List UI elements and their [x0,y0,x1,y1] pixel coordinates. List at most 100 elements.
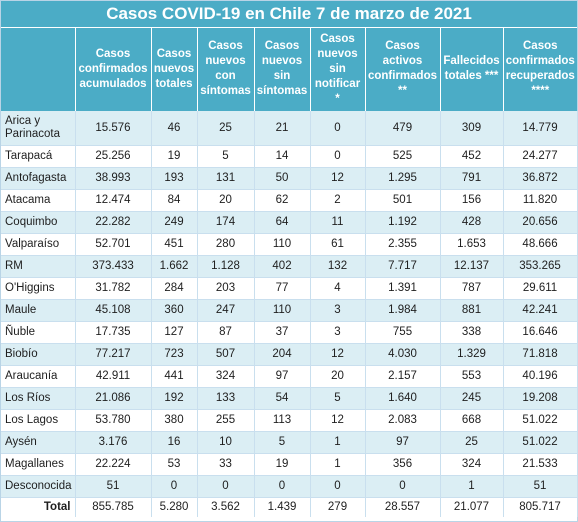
cell-new-with-symptoms: 255 [197,409,255,432]
cell-confirmed-cumulative: 373.433 [75,255,152,278]
cell-new-unreported: 3 [310,321,366,344]
cell-new-with-symptoms: 25 [197,111,255,146]
total-row: Total 855.785 5.280 3.562 1.439 279 28.557 21.0… [1,497,578,517]
cell-new-with-symptoms: 280 [197,233,255,256]
cell-recovered: 48.666 [503,233,578,256]
cell-new-unreported: 12 [310,167,366,190]
cell-new-with-symptoms: 20 [197,189,255,212]
total-new-total: 5.280 [151,497,198,517]
cell-new-total: 16 [151,431,198,454]
cell-active-confirmed: 2.355 [365,233,441,256]
cell-active-confirmed: 1.391 [365,277,441,300]
table-row: Antofagasta 38.993 193 131 50 12 1.295 791 36.87… [1,167,578,190]
cell-new-with-symptoms: 5 [197,145,255,168]
cell-confirmed-cumulative: 17.735 [75,321,152,344]
table-row: Desconocida 51 0 0 0 0 0 1 51 [1,475,578,498]
cell-confirmed-cumulative: 45.108 [75,299,152,322]
cell-new-with-symptoms: 87 [197,321,255,344]
cell-confirmed-cumulative: 21.086 [75,387,152,410]
header-new-without-symptoms: Casos nuevos sin síntomas [254,27,311,111]
cell-recovered: 51.022 [503,409,578,432]
cell-new-unreported: 12 [310,343,366,366]
cell-new-with-symptoms: 324 [197,365,255,388]
cell-recovered: 42.241 [503,299,578,322]
cell-recovered: 16.646 [503,321,578,344]
total-new-without-symptoms: 1.439 [254,497,311,517]
cell-deaths-total: 787 [440,277,504,300]
cell-deaths-total: 881 [440,299,504,322]
cell-confirmed-cumulative: 42.911 [75,365,152,388]
cell-region: Arica y Parinacota [1,111,76,146]
cell-new-total: 451 [151,233,198,256]
cell-new-with-symptoms: 0 [197,475,255,498]
table-row: Biobío 77.217 723 507 204 12 4.030 1.329 71.818 [1,343,578,366]
cell-new-unreported: 11 [310,211,366,234]
cell-recovered: 20.656 [503,211,578,234]
table-row: Los Ríos 21.086 192 133 54 5 1.640 245 19.208 [1,387,578,410]
cell-new-without-symptoms: 204 [254,343,311,366]
total-new-unreported: 279 [310,497,366,517]
cell-confirmed-cumulative: 53.780 [75,409,152,432]
cell-recovered: 51 [503,475,578,498]
cell-new-with-symptoms: 133 [197,387,255,410]
cell-new-unreported: 5 [310,387,366,410]
cell-new-total: 53 [151,453,198,476]
cell-new-total: 127 [151,321,198,344]
cell-active-confirmed: 755 [365,321,441,344]
table-row: Magallanes 22.224 53 33 19 1 356 324 21.533 [1,453,578,476]
header-active-confirmed: Casos activos confirmados ** [365,27,441,111]
cell-confirmed-cumulative: 31.782 [75,277,152,300]
table-row: Los Lagos 53.780 380 255 113 12 2.083 668 51.022 [1,409,578,432]
cell-new-total: 380 [151,409,198,432]
cell-new-without-symptoms: 19 [254,453,311,476]
total-recovered: 805.717 [503,497,578,517]
cell-new-without-symptoms: 14 [254,145,311,168]
cell-region: Valparaíso [1,233,76,256]
cell-new-unreported: 3 [310,299,366,322]
table-row: Tarapacá 25.256 19 5 14 0 525 452 24.277 [1,145,578,168]
cell-new-with-symptoms: 247 [197,299,255,322]
header-new-total: Casos nuevos totales [151,27,198,111]
table-row: Atacama 12.474 84 20 62 2 501 156 11.820 [1,189,578,212]
cell-confirmed-cumulative: 77.217 [75,343,152,366]
cell-region: Biobío [1,343,76,366]
cell-active-confirmed: 7.717 [365,255,441,278]
cell-new-without-symptoms: 37 [254,321,311,344]
cell-new-total: 360 [151,299,198,322]
cell-active-confirmed: 479 [365,111,441,146]
cell-new-without-symptoms: 402 [254,255,311,278]
cell-new-without-symptoms: 97 [254,365,311,388]
table-title: Casos COVID-19 en Chile 7 de marzo de 20… [1,1,578,28]
cell-region: Araucanía [1,365,76,388]
cell-new-without-symptoms: 62 [254,189,311,212]
cell-active-confirmed: 1.984 [365,299,441,322]
cell-deaths-total: 668 [440,409,504,432]
cell-confirmed-cumulative: 52.701 [75,233,152,256]
cell-new-with-symptoms: 507 [197,343,255,366]
cell-new-with-symptoms: 203 [197,277,255,300]
table-row: Araucanía 42.911 441 324 97 20 2.157 553 40.196 [1,365,578,388]
cell-new-total: 1.662 [151,255,198,278]
table-row: RM 373.433 1.662 1.128 402 132 7.717 12.137 353.… [1,255,578,278]
cell-new-total: 723 [151,343,198,366]
cell-region: Antofagasta [1,167,76,190]
cell-recovered: 24.277 [503,145,578,168]
cell-new-unreported: 1 [310,453,366,476]
header-deaths-total: Fallecidos totales *** [440,27,504,111]
cell-active-confirmed: 525 [365,145,441,168]
cell-new-without-symptoms: 54 [254,387,311,410]
cell-deaths-total: 156 [440,189,504,212]
cell-deaths-total: 452 [440,145,504,168]
cell-deaths-total: 428 [440,211,504,234]
cell-active-confirmed: 1.295 [365,167,441,190]
cell-new-unreported: 61 [310,233,366,256]
table-row: O'Higgins 31.782 284 203 77 4 1.391 787 29.611 [1,277,578,300]
total-new-with-symptoms: 3.562 [197,497,255,517]
header-new-unreported: Casos nuevos sin notificar * [310,27,366,111]
cell-recovered: 353.265 [503,255,578,278]
cell-new-without-symptoms: 113 [254,409,311,432]
cell-recovered: 29.611 [503,277,578,300]
cell-region: Tarapacá [1,145,76,168]
cell-new-with-symptoms: 174 [197,211,255,234]
